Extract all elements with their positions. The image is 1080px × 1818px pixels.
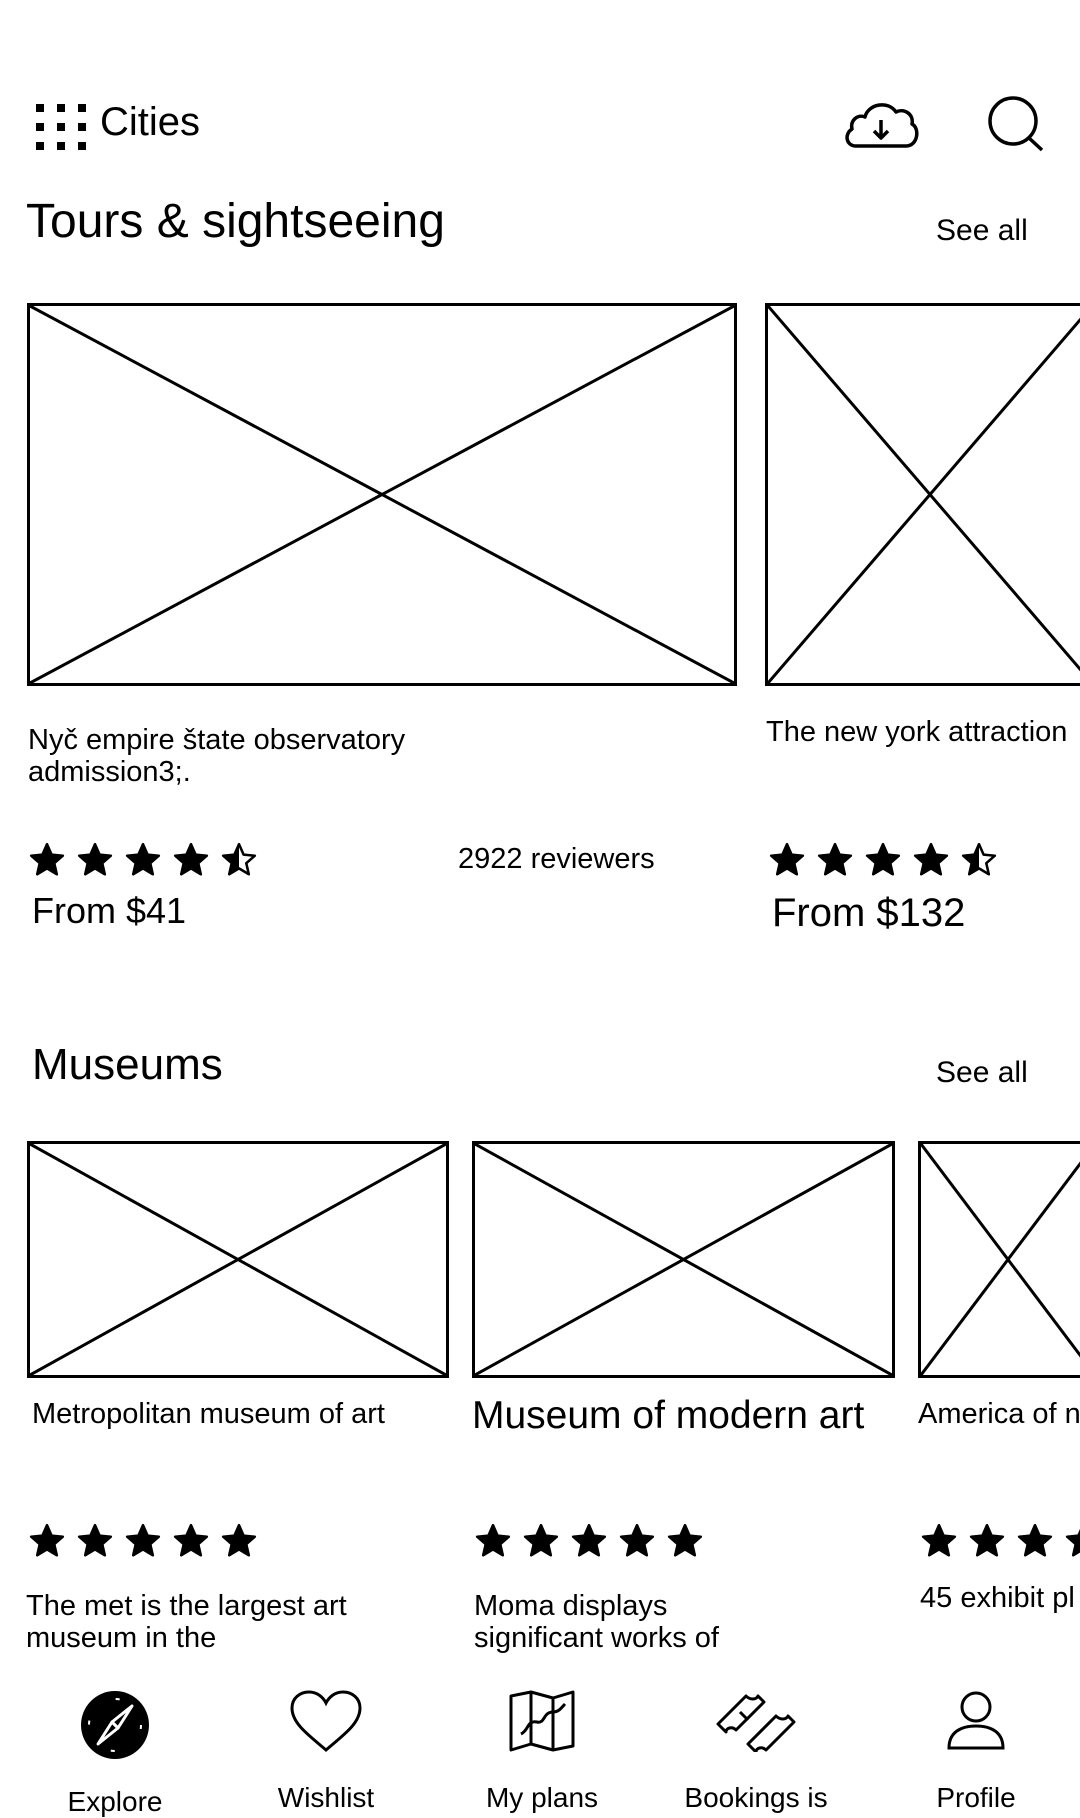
museum-card-3-image[interactable] [918, 1141, 1080, 1378]
star-icon [173, 1523, 209, 1557]
museum-card-1-rating [28, 1522, 258, 1560]
tour-card-2-title: The new york attraction [766, 716, 1068, 748]
nav-label-my-plans: My plans [485, 1782, 599, 1813]
museum-card-1-desc-line1: The met is the largest art [26, 1590, 347, 1622]
star-icon [619, 1523, 655, 1557]
museum-card-3-title: America of n [918, 1398, 1080, 1430]
tour-card-2-rating [768, 841, 998, 879]
star-icon [523, 1523, 559, 1557]
museum-card-2-rating [474, 1522, 704, 1560]
map-icon [509, 1690, 575, 1757]
star-icon [221, 842, 257, 876]
tour-card-2-image[interactable] [765, 303, 1080, 686]
star-icon [125, 1523, 161, 1557]
section-title-museums: Museums [32, 1040, 223, 1089]
museum-card-2-desc: Moma displays significant works of [474, 1590, 719, 1654]
star-icon [29, 842, 65, 876]
tour-card-1-price: From $41 [32, 890, 187, 931]
cloud-download-icon[interactable] [842, 96, 920, 152]
museum-card-1-desc-line2: museum in the [26, 1622, 217, 1654]
museum-card-2-desc-line1: Moma displays [474, 1590, 668, 1622]
header-title: Cities [100, 100, 201, 144]
star-icon [865, 842, 901, 876]
tours-see-all-link[interactable]: See all [936, 214, 1028, 247]
museum-card-1-desc: The met is the largest art museum in the [26, 1590, 347, 1654]
tour-card-2-price: From $132 [772, 891, 966, 935]
tour-card-1-image[interactable] [27, 303, 737, 686]
section-title-tours: Tours & sightseeing [26, 195, 445, 248]
star-icon [29, 1523, 65, 1557]
star-icon [1017, 1523, 1053, 1557]
menu-grid-icon[interactable] [36, 104, 94, 150]
museum-card-2-image[interactable] [472, 1141, 895, 1378]
star-icon [77, 1523, 113, 1557]
star-icon [921, 1523, 957, 1557]
museum-card-3-rating [920, 1522, 1080, 1560]
nav-label-bookings: Bookings is [684, 1782, 828, 1813]
star-icon [221, 1523, 257, 1557]
tour-card-1-rating [28, 841, 258, 879]
star-icon [667, 1523, 703, 1557]
heart-icon [290, 1690, 362, 1759]
tour-card-1-reviewers: 2922 reviewers [458, 843, 655, 875]
compass-icon [80, 1690, 150, 1765]
museums-see-all-link[interactable]: See all [936, 1056, 1028, 1089]
tour-card-1-title-line2: admission3;. [28, 756, 191, 788]
nav-label-explore: Explore [67, 1786, 163, 1817]
star-icon [571, 1523, 607, 1557]
museum-card-2-desc-line2: significant works of [474, 1622, 719, 1654]
star-icon [969, 1523, 1005, 1557]
user-icon [945, 1690, 1007, 1757]
star-icon [1065, 1528, 1080, 1557]
nav-label-profile: Profile [936, 1782, 1016, 1813]
tour-card-1-title: Nyč empire štate observatory admission3;… [28, 724, 405, 788]
star-icon [475, 1523, 511, 1557]
nav-label-wishlist: Wishlist [277, 1782, 375, 1813]
search-icon[interactable] [986, 96, 1046, 152]
museum-card-3-desc: 45 exhibit pl [920, 1582, 1075, 1614]
star-icon [817, 842, 853, 876]
museum-card-2-title: Museum of modern art [472, 1394, 865, 1437]
star-icon [77, 842, 113, 876]
ticket-icon [714, 1690, 798, 1757]
star-icon [125, 842, 161, 876]
tour-card-1-title-line1: Nyč empire štate observatory [28, 724, 406, 756]
star-icon [961, 842, 997, 876]
star-icon [913, 842, 949, 876]
museum-card-1-title: Metropolitan museum of art [32, 1398, 385, 1430]
star-icon [173, 842, 209, 876]
star-icon [769, 842, 805, 876]
museum-card-1-image[interactable] [27, 1141, 449, 1378]
